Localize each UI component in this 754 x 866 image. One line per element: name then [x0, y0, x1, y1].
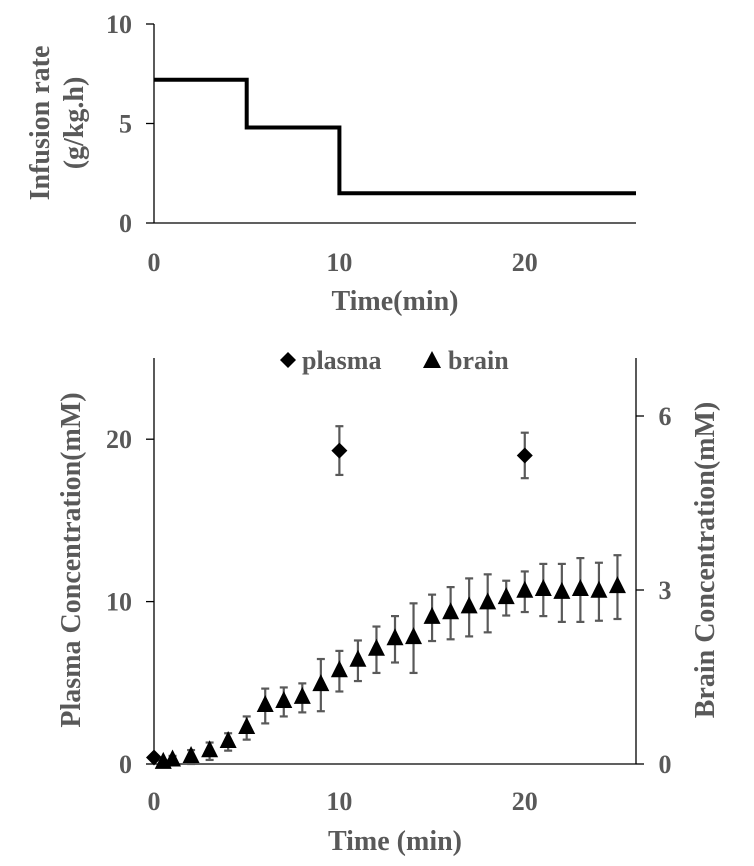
top-x-tick-label: 0	[148, 248, 161, 277]
brain-point	[571, 579, 589, 596]
bottom-x-tick-label: 10	[326, 787, 352, 816]
brain-point	[275, 690, 293, 708]
brain-point	[479, 592, 497, 610]
left-y-tick-label: 0	[119, 750, 132, 779]
brain-point	[442, 602, 460, 620]
legend-diamond-marker	[280, 352, 296, 368]
top-y-tick-label: 10	[106, 10, 132, 39]
brain-point	[164, 749, 182, 767]
bottom-left-y-ticks: 0 10 20	[106, 425, 154, 779]
brain-point	[349, 649, 367, 667]
legend-label-plasma: plasma	[302, 346, 381, 375]
top-y-axis-label-line1: Infusion rate	[25, 46, 56, 201]
brain-point	[608, 576, 626, 594]
brain-point	[405, 627, 423, 645]
top-y-tick-label: 5	[119, 110, 132, 139]
brain-point	[460, 596, 478, 614]
top-y-axis-label-line2: (g/kg.h)	[59, 77, 90, 170]
brain-point	[386, 628, 404, 646]
legend-item-brain: brain	[423, 346, 509, 375]
bottom-right-y-ticks: 0 3 6	[636, 402, 672, 779]
brain-point	[516, 580, 534, 598]
brain-point	[182, 746, 200, 764]
infusion-rate-chart: 0 5 10 0 10 20 Time(min) Infusion rate (g/kg…	[25, 10, 636, 317]
brain-point	[238, 717, 256, 735]
top-y-tick-label: 0	[119, 209, 132, 238]
right-y-tick-label: 0	[659, 750, 672, 779]
top-y-ticks: 0 5 10	[106, 10, 154, 238]
left-y-tick-label: 10	[106, 588, 132, 617]
brain-point	[367, 638, 385, 656]
plasma-point	[331, 442, 348, 459]
right-y-tick-label: 3	[659, 576, 672, 605]
bottom-x-tick-label: 0	[148, 787, 161, 816]
top-x-axis-label: Time(min)	[331, 286, 458, 317]
left-y-tick-label: 20	[106, 425, 132, 454]
brain-point	[201, 740, 219, 758]
legend-item-plasma: plasma	[280, 346, 381, 375]
brain-point	[590, 580, 608, 598]
top-x-ticks: 0 10 20	[148, 248, 538, 277]
top-x-tick-label: 10	[326, 248, 352, 277]
brain-point	[423, 606, 441, 624]
top-x-tick-label: 20	[512, 248, 538, 277]
brain-point	[219, 730, 237, 748]
infusion-rate-step-line	[154, 77, 636, 196]
bottom-x-ticks: 0 10 20	[148, 787, 538, 816]
right-y-tick-label: 6	[659, 402, 672, 431]
brain-point	[553, 581, 571, 599]
brain-point	[293, 686, 311, 704]
brain-point	[534, 579, 552, 596]
plasma-point	[516, 447, 533, 464]
bottom-right-y-axis-label: Brain Concentration(mM)	[690, 402, 721, 719]
brain-point	[256, 695, 274, 712]
bottom-x-axis-label: Time (min)	[328, 826, 462, 857]
legend-triangle-marker	[423, 351, 441, 368]
legend: plasma brain	[280, 346, 509, 375]
data-marks	[146, 425, 626, 769]
legend-label-brain: brain	[448, 346, 509, 375]
brain-point	[330, 660, 348, 678]
brain-point	[497, 587, 515, 605]
brain-point	[312, 674, 330, 692]
plasma-point	[146, 749, 162, 766]
bottom-x-tick-label: 20	[512, 787, 538, 816]
bottom-left-y-axis-label: Plasma Concentration(mM)	[56, 392, 87, 727]
